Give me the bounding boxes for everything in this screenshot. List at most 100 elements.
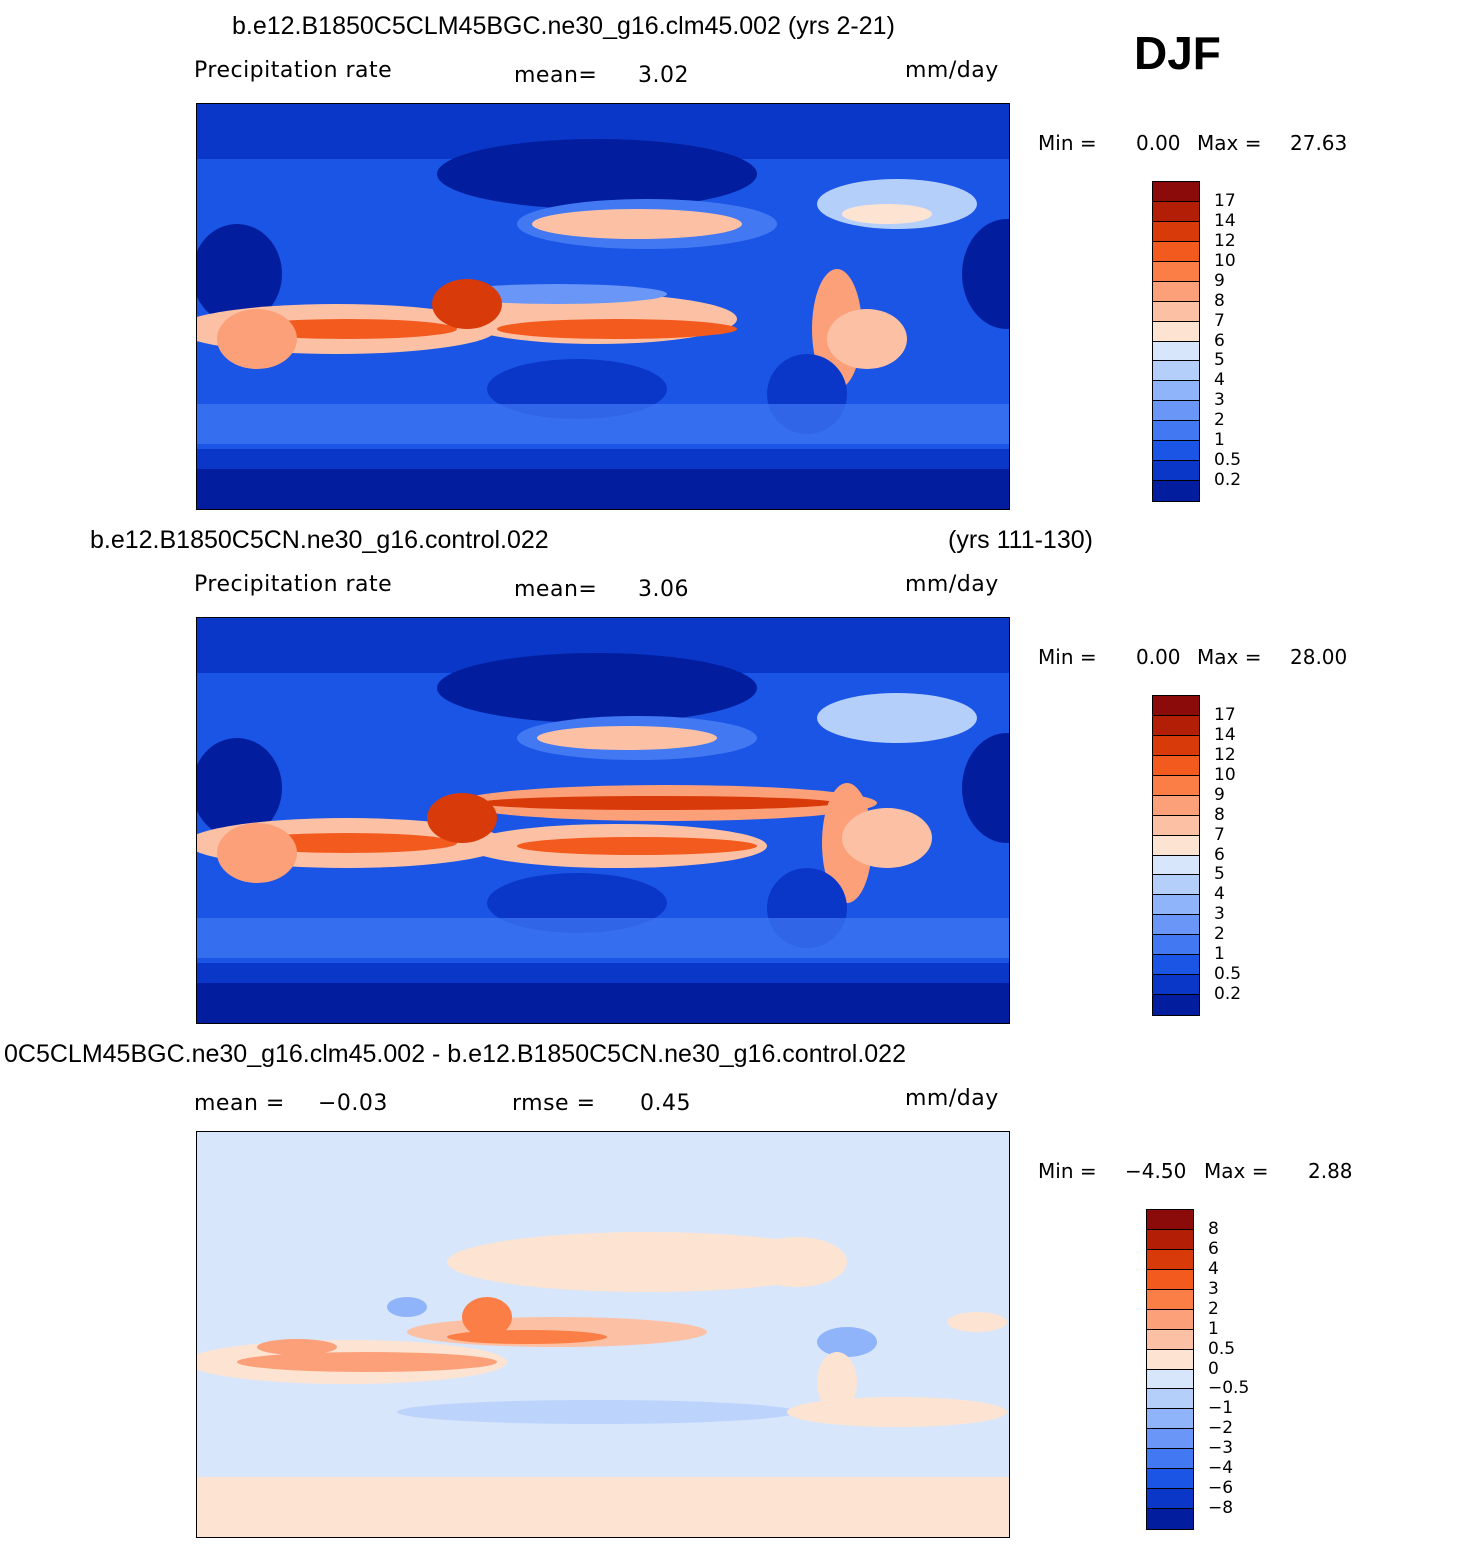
colorbar-swatch: [1147, 1329, 1193, 1350]
panel-3-max-value: 2.88: [1308, 1159, 1353, 1183]
colorbar-tick-label: −1: [1208, 1398, 1234, 1419]
colorbar-swatch: [1153, 755, 1199, 776]
colorbar-swatch: [1153, 281, 1199, 302]
colorbar-tick-label: 3: [1208, 1278, 1219, 1299]
colorbar-tick-label: 14: [1214, 210, 1236, 231]
colorbar-swatch: [1147, 1249, 1193, 1270]
colorbar-tick-label: 7: [1214, 310, 1225, 331]
colorbar-swatch: [1153, 201, 1199, 222]
colorbar-tick-label: 5: [1214, 864, 1225, 885]
panel-2-mean-value: 3.06: [638, 577, 689, 602]
panel-1-variable: Precipitation rate: [194, 58, 393, 83]
panel-1-max-label: Max =: [1197, 131, 1262, 155]
colorbar-tick-label: −3: [1208, 1438, 1234, 1459]
colorbar-tick-label: 2: [1208, 1298, 1219, 1319]
colorbar-tick-label: 6: [1214, 330, 1225, 351]
colorbar-tick-label: 14: [1214, 724, 1236, 745]
panel-3-map: [196, 1131, 1010, 1538]
panel-2-mean-label: mean=: [514, 577, 598, 602]
panel-1-min-label: Min =: [1038, 131, 1097, 155]
panel-3-rmse-label: rmse =: [512, 1091, 596, 1116]
colorbar-tick-label: 8: [1208, 1218, 1219, 1239]
colorbar-swatch: [1153, 241, 1199, 262]
colorbar-swatch: [1153, 221, 1199, 242]
colorbar-swatch: [1147, 1469, 1193, 1490]
colorbar-swatch: [1147, 1509, 1193, 1529]
colorbar-tick-label: −6: [1208, 1478, 1234, 1499]
colorbar-tick-label: 9: [1214, 784, 1225, 805]
colorbar-tick-label: 12: [1214, 744, 1236, 765]
panel-1-title: b.e12.B1850C5CLM45BGC.ne30_g16.clm45.002…: [232, 12, 895, 40]
colorbar-swatch: [1153, 955, 1199, 976]
colorbar-tick-label: 4: [1208, 1258, 1219, 1279]
panel-1-colorbar: [1152, 181, 1200, 502]
colorbar-swatch: [1147, 1389, 1193, 1410]
colorbar-swatch: [1153, 182, 1199, 202]
colorbar-tick-label: 1: [1214, 944, 1225, 965]
panel-3-max-label: Max =: [1204, 1159, 1269, 1183]
panel-2-title-years: (yrs 111-130): [948, 526, 1093, 554]
colorbar-tick-label: 12: [1214, 230, 1236, 251]
colorbar-swatch: [1153, 975, 1199, 996]
panel-1-max-value: 27.63: [1290, 131, 1348, 155]
panel-1-mean-label: mean=: [514, 63, 598, 88]
colorbar-swatch: [1153, 321, 1199, 342]
colorbar-swatch: [1153, 715, 1199, 736]
colorbar-tick-label: 4: [1214, 370, 1225, 391]
colorbar-swatch: [1153, 481, 1199, 501]
colorbar-tick-label: 0.2: [1214, 470, 1242, 491]
panel-3-units: mm/day: [905, 1086, 999, 1111]
panel-3-title: 0C5CLM45BGC.ne30_g16.clm45.002 - b.e12.B…: [4, 1040, 906, 1068]
colorbar-swatch: [1147, 1489, 1193, 1510]
colorbar-swatch: [1153, 775, 1199, 796]
colorbar-tick-label: −8: [1208, 1498, 1234, 1519]
panel-3-colorbar: [1146, 1209, 1194, 1530]
colorbar-swatch: [1153, 401, 1199, 422]
colorbar-tick-label: 5: [1214, 350, 1225, 371]
colorbar-swatch: [1147, 1449, 1193, 1470]
colorbar-tick-label: 4: [1214, 884, 1225, 905]
panel-1-units: mm/day: [905, 58, 999, 83]
colorbar-swatch: [1153, 855, 1199, 876]
panel-2-title: b.e12.B1850C5CN.ne30_g16.control.022: [90, 526, 549, 554]
colorbar-tick-label: −2: [1208, 1418, 1234, 1439]
colorbar-tick-label: 7: [1214, 824, 1225, 845]
panel-2-variable: Precipitation rate: [194, 572, 393, 597]
colorbar-swatch: [1153, 421, 1199, 442]
colorbar-swatch: [1147, 1210, 1193, 1230]
colorbar-swatch: [1153, 995, 1199, 1015]
colorbar-swatch: [1147, 1409, 1193, 1430]
colorbar-tick-label: 3: [1214, 904, 1225, 925]
colorbar-swatch: [1153, 301, 1199, 322]
colorbar-swatch: [1153, 815, 1199, 836]
colorbar-tick-label: 6: [1214, 844, 1225, 865]
colorbar-tick-label: 6: [1208, 1238, 1219, 1259]
panel-2-colorbar: [1152, 695, 1200, 1016]
panel-2-units: mm/day: [905, 572, 999, 597]
colorbar-tick-label: 8: [1214, 290, 1225, 311]
colorbar-swatch: [1147, 1269, 1193, 1290]
colorbar-swatch: [1153, 795, 1199, 816]
panel-3-min-value: −4.50: [1125, 1159, 1187, 1183]
panel-2-max-value: 28.00: [1290, 645, 1348, 669]
colorbar-swatch: [1147, 1429, 1193, 1450]
colorbar-tick-label: 9: [1214, 270, 1225, 291]
panel-2-min-value: 0.00: [1136, 645, 1181, 669]
colorbar-tick-label: 17: [1214, 704, 1236, 725]
panel-2-map: [196, 617, 1010, 1024]
panel-1-mean-value: 3.02: [638, 63, 689, 88]
colorbar-tick-label: 0: [1208, 1358, 1219, 1379]
colorbar-tick-label: 2: [1214, 410, 1225, 431]
colorbar-swatch: [1153, 895, 1199, 916]
colorbar-swatch: [1153, 361, 1199, 382]
colorbar-tick-label: 0.5: [1214, 964, 1242, 985]
colorbar-tick-label: 17: [1214, 190, 1236, 211]
colorbar-tick-label: 10: [1214, 764, 1236, 785]
colorbar-swatch: [1147, 1309, 1193, 1330]
colorbar-swatch: [1147, 1229, 1193, 1250]
colorbar-swatch: [1153, 381, 1199, 402]
colorbar-tick-label: 1: [1208, 1318, 1219, 1339]
colorbar-tick-label: 0.5: [1214, 450, 1242, 471]
panel-3-mean-label: mean =: [194, 1091, 285, 1116]
season-label: DJF: [1134, 27, 1221, 79]
